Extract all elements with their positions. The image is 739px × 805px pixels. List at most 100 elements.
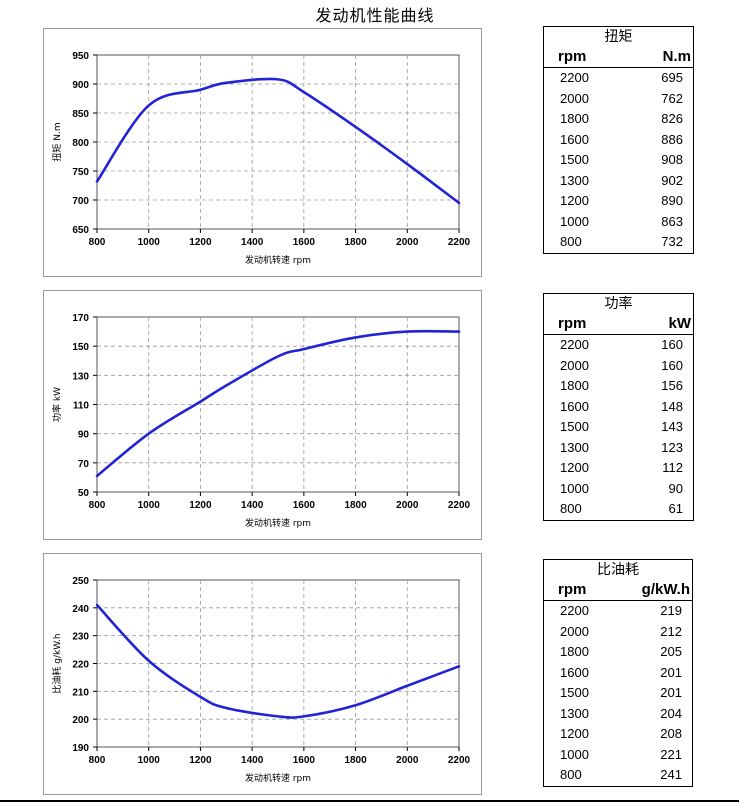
- x-tick-label: 1600: [293, 500, 316, 511]
- x-tick-label: 1200: [189, 237, 212, 248]
- y-tick-label: 700: [72, 196, 89, 207]
- y-tick-label: 900: [72, 80, 89, 91]
- table-cell-rpm: 1000: [560, 213, 589, 229]
- table-row: 1800 205: [544, 642, 692, 663]
- x-tick-label: 2200: [448, 500, 471, 511]
- table-row: 1600 886: [544, 130, 693, 151]
- table-cell-rpm: 1200: [560, 460, 589, 475]
- table-cell-value: 148: [661, 398, 683, 414]
- table-cell-value: 61: [668, 501, 683, 516]
- table-cell-value: 902: [661, 172, 683, 188]
- x-tick-label: 800: [89, 237, 106, 248]
- table-cell-value: 863: [661, 213, 683, 229]
- table-header-row: rpm N.m: [544, 47, 693, 68]
- table-row: 2000 762: [544, 89, 693, 110]
- table-cell-value: 221: [660, 746, 682, 762]
- table-cell-rpm: 2200: [560, 603, 589, 618]
- x-tick-label: 1800: [344, 755, 367, 766]
- table-cell-rpm: 1300: [560, 439, 589, 455]
- y-tick-label: 250: [72, 576, 89, 587]
- y-tick-label: 90: [78, 430, 90, 441]
- x-tick-label: 800: [89, 755, 106, 766]
- table-row: 1200 112: [544, 458, 693, 479]
- y-tick-label: 750: [72, 167, 89, 178]
- table-cell-rpm: 1800: [560, 644, 589, 659]
- table-cell-rpm: 1500: [560, 685, 589, 700]
- table-header-unit: N.m: [662, 48, 691, 65]
- table-cell-rpm: 2200: [560, 70, 589, 85]
- y-tick-label: 110: [73, 401, 90, 412]
- x-tick-label: 1200: [189, 500, 212, 511]
- x-tick-label: 1600: [293, 237, 316, 248]
- table-row: 1500 143: [544, 417, 693, 438]
- table-cell-rpm: 1200: [560, 726, 589, 741]
- table-cell-value: 112: [662, 460, 683, 475]
- y-tick-label: 150: [72, 342, 89, 353]
- table-cell-value: 123: [661, 439, 683, 455]
- x-tick-label: 2000: [396, 755, 419, 766]
- table-row: 1600 201: [544, 663, 692, 684]
- y-tick-label: 50: [78, 488, 90, 499]
- table-cell-value: 201: [660, 685, 682, 700]
- x-tick-label: 1800: [344, 500, 367, 511]
- table-cell-rpm: 2000: [560, 357, 589, 373]
- power-table: 功率 rpm kW 2200 160 2000 160 1800 156 1600 148 1500 1…: [543, 293, 694, 521]
- table-cell-value: 908: [661, 152, 683, 167]
- table-header-row: rpm kW: [544, 314, 693, 335]
- y-tick-label: 800: [72, 138, 89, 149]
- y-axis-title: 功率 kW: [51, 387, 63, 422]
- table-cell-rpm: 1000: [560, 746, 589, 762]
- table-cell-value: 160: [661, 357, 683, 373]
- table-row: 2200 695: [544, 68, 693, 89]
- y-tick-label: 170: [72, 313, 89, 324]
- torque-table: 扭矩 rpm N.m 2200 695 2000 762 1800 826 1600 886 1500…: [543, 26, 694, 254]
- x-tick-label: 800: [89, 500, 106, 511]
- table-header-rpm: rpm: [558, 48, 587, 65]
- x-tick-label: 1000: [138, 755, 161, 766]
- table-cell-rpm: 800: [560, 501, 582, 516]
- power-chart-panel: 800 1000 1200 1400 1600 1800 2000 2200 50 70 90 110…: [43, 290, 482, 540]
- page-title: 发动机性能曲线: [315, 6, 435, 25]
- table-cell-rpm: 1800: [560, 111, 589, 126]
- table-row: 2200 219: [544, 601, 692, 622]
- bsfc-table: 比油耗 rpm g/kW.h 2200 219 2000 212 1800 205 1600 201…: [543, 559, 693, 787]
- y-tick-label: 240: [72, 604, 89, 615]
- table-row: 1300 204: [544, 704, 692, 725]
- table-cell-rpm: 1500: [560, 152, 589, 167]
- y-axis-title: 扭矩 N.m: [51, 122, 63, 161]
- table-row: 1000 863: [544, 212, 693, 233]
- bsfc-chart-panel: 800 1000 1200 1400 1600 1800 2000 2200 190 200 210…: [43, 553, 482, 795]
- y-tick-label: 70: [78, 459, 90, 470]
- table-cell-rpm: 1600: [560, 398, 589, 414]
- table-title: 扭矩: [604, 29, 633, 45]
- y-tick-label: 210: [72, 687, 89, 698]
- table-cell-value: 160: [661, 337, 683, 352]
- table-cell-rpm: 1600: [560, 664, 589, 680]
- x-tick-label: 1200: [189, 755, 212, 766]
- y-tick-label: 850: [72, 109, 89, 120]
- table-cell-value: 732: [661, 234, 683, 249]
- table-cell-rpm: 2000: [560, 90, 589, 106]
- table-header-rpm: rpm: [558, 315, 587, 332]
- x-tick-label: 1400: [241, 755, 264, 766]
- table-row: 1000 221: [544, 745, 692, 766]
- table-header-row: rpm g/kW.h: [544, 580, 692, 601]
- table-header-unit: kW: [668, 315, 692, 332]
- table-row: 1200 890: [544, 191, 693, 212]
- table-row: 1000 90: [544, 479, 693, 500]
- y-tick-label: 650: [72, 225, 89, 236]
- x-axis-title: 发动机转速 rpm: [245, 517, 311, 529]
- table-row: 1500 201: [544, 683, 692, 704]
- table-cell-rpm: 2000: [560, 623, 589, 639]
- table-cell-rpm: 800: [560, 767, 582, 782]
- x-tick-label: 1600: [293, 755, 316, 766]
- series-line: [95, 603, 461, 719]
- table-cell-rpm: 1000: [560, 480, 589, 496]
- table-cell-rpm: 1500: [560, 419, 589, 434]
- x-tick-label: 1000: [138, 237, 161, 248]
- table-cell-value: 826: [661, 111, 683, 126]
- table-row: 800 241: [544, 765, 692, 786]
- table-cell-value: 241: [660, 767, 682, 782]
- y-tick-label: 200: [72, 715, 89, 726]
- table-row: 1800 156: [544, 376, 693, 397]
